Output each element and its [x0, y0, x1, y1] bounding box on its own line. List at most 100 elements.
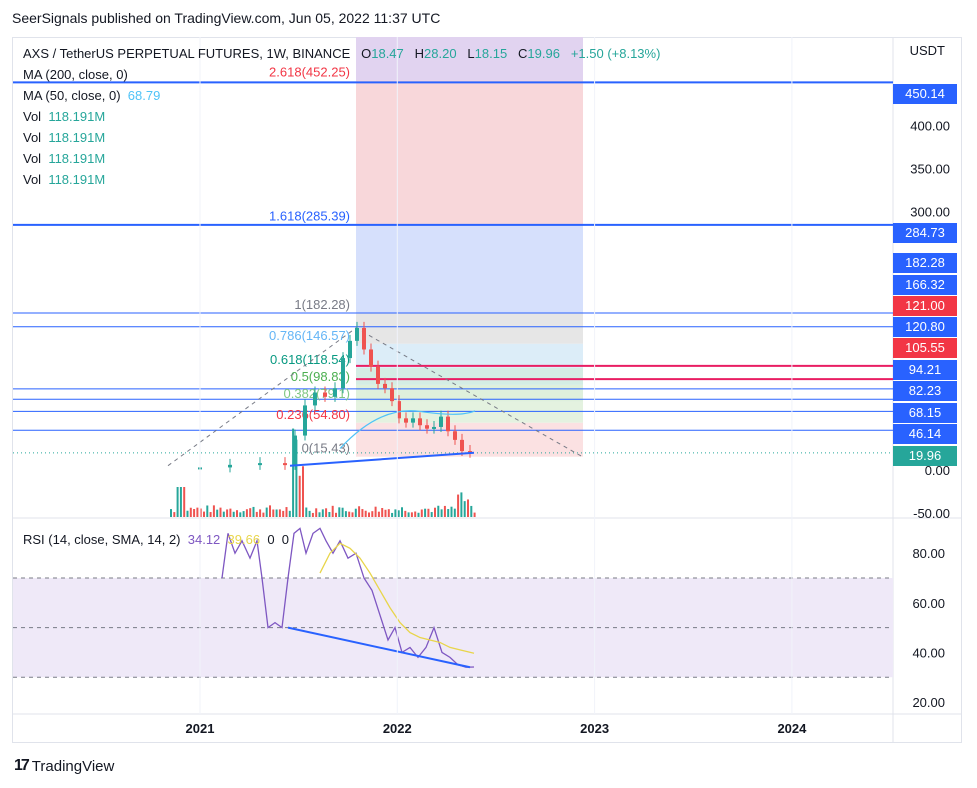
candle-body	[418, 418, 422, 426]
volume-bar	[285, 507, 288, 517]
candle-body	[313, 392, 317, 406]
volume-bar	[305, 507, 308, 517]
candle-body	[411, 418, 415, 423]
vol-value: 118.191M	[48, 151, 106, 166]
volume-bar	[262, 512, 265, 517]
footer: 17 TradingView	[14, 757, 114, 775]
vol-label: Vol	[23, 151, 42, 166]
volume-bar	[368, 512, 370, 517]
price-tag: 166.32	[893, 275, 957, 295]
price-tag: 82.23	[893, 381, 957, 401]
candle-body	[376, 366, 380, 384]
ma50-legend[interactable]: MA (50, close, 0) 68.79	[23, 85, 160, 106]
rsi-extra-2: 0	[281, 532, 290, 547]
volume-bar	[351, 512, 354, 517]
volume-bar	[331, 505, 334, 517]
volume-bar	[189, 507, 192, 517]
volume-bar	[249, 508, 252, 517]
rsi-axis-tick: 20.00	[912, 695, 945, 710]
rsi-sma-value: 39.66	[227, 532, 261, 547]
candle-body	[362, 327, 366, 350]
volume-bar	[199, 508, 202, 517]
vol-legend-4[interactable]: Vol 118.191M	[23, 169, 105, 190]
candle-body	[383, 383, 387, 389]
symbol-title[interactable]: AXS / TetherUS PERPETUAL FUTURES, 1W, BI…	[23, 46, 351, 61]
vol-legend-3[interactable]: Vol 118.191M	[23, 148, 105, 169]
volume-bar	[384, 509, 387, 517]
volume-bar	[259, 509, 262, 517]
volume-bar	[364, 510, 367, 517]
rsi-axis-tick: 60.00	[912, 596, 945, 611]
volume-bar	[450, 506, 453, 517]
candle-body	[323, 392, 327, 397]
volume-bar	[219, 507, 222, 517]
rsi-axis-tick: 80.00	[912, 546, 945, 561]
candle-body	[439, 416, 443, 427]
candle-body	[404, 418, 408, 423]
volume-bar	[222, 511, 225, 517]
candle-body	[446, 416, 450, 432]
volume-bar	[242, 511, 245, 517]
volume-bar	[457, 494, 460, 517]
volume-bar	[374, 506, 377, 517]
volume-bar	[447, 509, 450, 517]
volume-bar	[252, 506, 255, 517]
volume-bar	[391, 512, 394, 517]
close-label: C	[518, 46, 528, 61]
volume-bar	[430, 512, 433, 517]
low-value: 18.15	[474, 46, 508, 61]
vol-label: Vol	[23, 172, 42, 187]
volume-bar	[404, 510, 407, 517]
fib-level-label: 2.618(452.25)	[269, 65, 350, 80]
rsi-extra-1: 0	[267, 532, 275, 547]
volume-bar	[206, 505, 209, 517]
vol-legend-2[interactable]: Vol 118.191M	[23, 127, 105, 148]
ma200-label: MA (200, close, 0)	[23, 67, 128, 82]
volume-bar	[397, 510, 400, 517]
fib-level-label: 0.618(118.54)	[270, 352, 350, 367]
price-tag: 68.15	[893, 403, 957, 423]
time-axis-tick: 2023	[580, 721, 609, 736]
volume-bar	[229, 508, 232, 517]
candle-body	[258, 463, 262, 466]
rsi-legend[interactable]: RSI (14, close, SMA, 14, 2) 34.12 39.66 …	[23, 529, 289, 550]
volume-bar	[427, 508, 430, 517]
volume-bar	[407, 512, 410, 517]
fib-level-label: 1(182.28)	[294, 297, 350, 312]
vol-label: Vol	[23, 109, 42, 124]
change-value: +1.50 (+8.13%)	[570, 46, 661, 61]
vol-legend-1[interactable]: Vol 118.191M	[23, 106, 105, 127]
price-axis-tick: 350.00	[910, 162, 950, 177]
candle-body	[348, 340, 352, 359]
vol-label: Vol	[23, 130, 42, 145]
volume-bar	[203, 511, 205, 517]
volume-bar	[173, 512, 176, 517]
volume-bar	[473, 512, 476, 517]
volume-bar	[245, 509, 248, 517]
volume-bar	[344, 511, 347, 517]
volume-bar	[434, 507, 436, 517]
ma200-legend[interactable]: MA (200, close, 0)	[23, 64, 128, 85]
volume-bar	[328, 511, 331, 517]
candle-body	[397, 401, 401, 419]
low-label: L	[467, 46, 475, 61]
candle-body	[390, 388, 394, 402]
candle-body	[228, 464, 232, 468]
volume-bar	[371, 511, 374, 517]
volume-bar	[381, 508, 384, 517]
volume-bar	[338, 507, 341, 517]
rsi-divergence-line	[287, 626, 471, 669]
volume-bar	[453, 508, 456, 517]
volume-bar	[325, 508, 328, 517]
ma50-label: MA (50, close, 0)	[23, 88, 121, 103]
volume-bar	[401, 507, 403, 517]
volume-bar	[414, 511, 417, 517]
volume-bar	[318, 512, 321, 517]
fib-zone-0786	[356, 343, 583, 368]
volume-bar	[377, 511, 380, 517]
volume-bar	[463, 501, 466, 517]
volume-bar	[272, 509, 275, 517]
volume-bar	[265, 507, 268, 517]
volume-bar	[288, 510, 291, 517]
